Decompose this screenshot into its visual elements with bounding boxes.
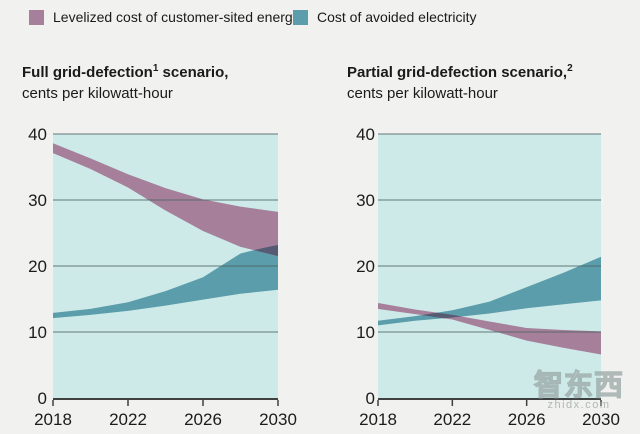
x-tick-label: 2018 <box>34 410 72 429</box>
overlap-band <box>422 312 461 319</box>
y-tick-label: 0 <box>366 389 375 408</box>
band-avoided-electricity <box>378 256 601 326</box>
chart-title-full-defection: Full grid-defection1 scenario, <box>22 58 322 83</box>
y-tick-label: 40 <box>356 125 375 144</box>
chart-title-text: Partial grid-defection scenario, <box>347 64 568 81</box>
x-tick-label: 2030 <box>582 410 620 429</box>
legend-item-lcoe: Levelized cost of customer-sited energy <box>29 9 300 25</box>
legend-swatch-avoided-icon <box>293 9 308 25</box>
x-tick-label: 2022 <box>433 410 471 429</box>
footnote-marker: 1 <box>152 63 159 74</box>
chart-subtitle-partial-defection: cents per kilowatt-hour <box>347 85 498 102</box>
y-tick-label: 40 <box>28 125 47 144</box>
x-tick-label: 2022 <box>109 410 147 429</box>
x-tick-label: 2026 <box>184 410 222 429</box>
chart-head-partial-defection: Partial grid-defection scenario,2 cents … <box>347 58 640 104</box>
footnote-marker: 2 <box>567 63 573 74</box>
chart-subtitle-full-defection: cents per kilowatt-hour <box>22 85 173 102</box>
legend-item-avoided: Cost of avoided electricity <box>293 9 477 25</box>
overlap-band <box>254 244 278 257</box>
y-tick-label: 30 <box>356 191 375 210</box>
y-tick-label: 10 <box>356 323 375 342</box>
chart-title-text: scenario, <box>158 64 229 81</box>
legend-swatch-lcoe-icon <box>29 9 44 25</box>
chart-title-partial-defection: Partial grid-defection scenario,2 <box>347 58 640 83</box>
x-tick-label: 2030 <box>259 410 297 429</box>
chart-title-text: Full grid-defection <box>22 64 153 81</box>
chart-head-full-defection: Full grid-defection1 scenario, cents per… <box>22 58 322 104</box>
legend-label-lcoe: Levelized cost of customer-sited energy <box>53 9 300 25</box>
y-tick-label: 0 <box>38 389 47 408</box>
y-tick-label: 20 <box>28 257 47 276</box>
x-tick-label: 2026 <box>508 410 546 429</box>
band-avoided-electricity <box>53 244 278 319</box>
x-tick-label: 2018 <box>359 410 397 429</box>
y-tick-label: 10 <box>28 323 47 342</box>
y-tick-label: 30 <box>28 191 47 210</box>
y-tick-label: 20 <box>356 257 375 276</box>
legend-label-avoided: Cost of avoided electricity <box>317 9 477 25</box>
